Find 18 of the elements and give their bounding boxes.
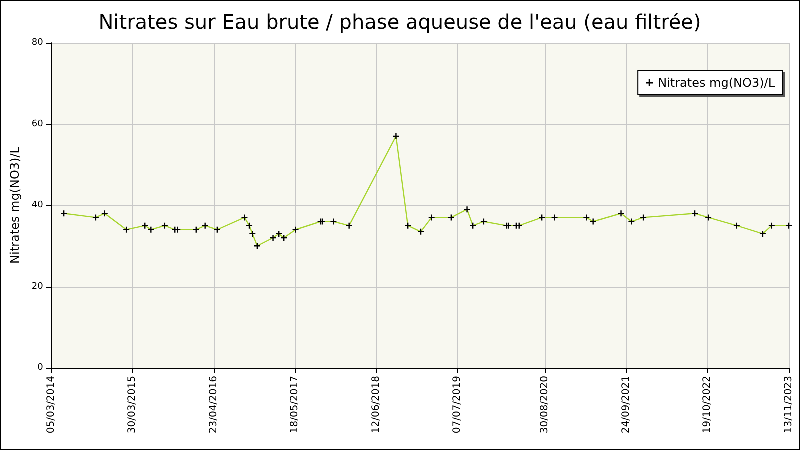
x-tick-label: 30/03/2015 (127, 376, 138, 434)
y-tick-label: 20 (32, 282, 44, 292)
chart-title: Nitrates sur Eau brute / phase aqueuse de l'eau (eau filtrée) (98, 10, 702, 34)
y-tick-label: 80 (32, 38, 44, 48)
x-tick-label: 23/04/2016 (208, 376, 220, 434)
x-tick-label: 24/09/2021 (620, 376, 632, 434)
y-axis-title: Nitrates mg(NO3)/L (8, 146, 22, 264)
legend-label: Nitrates mg(NO3)/L (658, 76, 776, 90)
x-tick-label: 05/03/2014 (46, 376, 57, 434)
y-tick-label: 40 (32, 200, 44, 210)
x-tick-label: 13/11/2023 (784, 376, 794, 434)
y-tick-label: 60 (32, 119, 44, 130)
x-tick-label: 12/06/2018 (370, 376, 382, 434)
x-tick-label: 18/05/2017 (290, 376, 301, 434)
x-tick-label: 19/10/2022 (702, 376, 714, 434)
x-tick-label: 07/07/2019 (452, 376, 464, 434)
x-tick-label: 30/08/2020 (540, 376, 551, 434)
y-tick-label: 0 (38, 363, 44, 373)
